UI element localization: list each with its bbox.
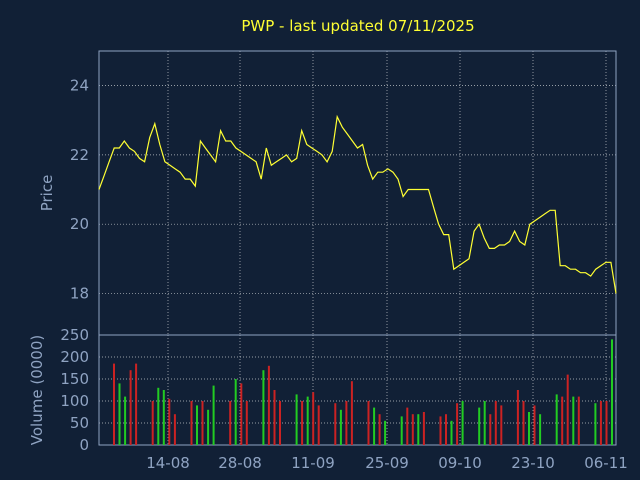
x-tick-09-10: 09-10 <box>438 454 482 472</box>
volume-bar-36 <box>312 392 314 445</box>
volume-bar-74 <box>523 401 525 445</box>
volume-bar-30 <box>279 401 281 445</box>
volume-bar-54 <box>412 414 414 445</box>
volume-bar-18 <box>213 386 215 445</box>
x-tick-23-10: 23-10 <box>511 454 555 472</box>
volume-bar-15 <box>196 405 198 445</box>
price-axis-label: Price <box>38 175 56 212</box>
volume-bar-56 <box>423 412 425 445</box>
volume-bar-88 <box>600 401 602 445</box>
volume-bar-9 <box>163 390 165 445</box>
volume-bar-29 <box>274 390 276 445</box>
volume-bar-53 <box>406 408 408 445</box>
x-tick-11-09: 11-09 <box>291 454 335 472</box>
volume-bar-62 <box>456 403 458 445</box>
volume-gridlines <box>99 335 616 445</box>
volume-y-tick-50: 50 <box>70 414 89 432</box>
volume-bar-37 <box>318 405 320 445</box>
volume-plot-frame <box>99 335 616 445</box>
volume-bar-3 <box>130 370 132 445</box>
volume-bar-82 <box>567 375 569 445</box>
volume-bar-63 <box>462 401 464 445</box>
volume-bar-24 <box>246 401 248 445</box>
volume-y-tick-250: 250 <box>60 326 89 344</box>
volume-bar-87 <box>594 403 596 445</box>
volume-y-tick-200: 200 <box>60 348 89 366</box>
volume-bar-23 <box>240 383 242 445</box>
volume-y-tick-labels: 0 50 100 150 200 250 <box>60 326 89 454</box>
volume-bar-75 <box>528 412 530 445</box>
volume-bar-83 <box>572 397 574 445</box>
volume-bar-4 <box>135 364 137 445</box>
x-tick-28-08: 28-08 <box>218 454 262 472</box>
price-y-tick-labels: 18 20 22 24 <box>70 77 89 303</box>
volume-bar-66 <box>478 408 480 445</box>
volume-bar-55 <box>417 414 419 445</box>
volume-bar-33 <box>296 394 298 445</box>
price-series-line <box>99 117 616 294</box>
volume-bar-42 <box>345 401 347 445</box>
volume-bar-73 <box>517 390 519 445</box>
volume-y-tick-100: 100 <box>60 392 89 410</box>
volume-axis-label: Volume (0000) <box>28 335 46 445</box>
x-tick-25-09: 25-09 <box>365 454 409 472</box>
volume-bar-46 <box>368 401 370 445</box>
volume-bar-60 <box>445 414 447 445</box>
volume-bar-11 <box>174 414 176 445</box>
volume-bar-76 <box>534 405 536 445</box>
volume-bar-40 <box>334 403 336 445</box>
volume-bar-41 <box>340 410 342 445</box>
x-tick-14-08: 14-08 <box>146 454 190 472</box>
chart-title: PWP - last updated 07/11/2025 <box>241 17 474 35</box>
volume-bar-14 <box>191 401 193 445</box>
volume-y-tick-0: 0 <box>79 436 89 454</box>
volume-bar-0 <box>113 364 115 445</box>
x-tick-labels: 14-08 28-08 11-09 25-09 09-10 23-10 06-11 <box>146 454 628 472</box>
volume-y-tick-150: 150 <box>60 370 89 388</box>
volume-bar-7 <box>152 401 154 445</box>
volume-bar-28 <box>268 366 270 445</box>
price-y-tick-24: 24 <box>70 77 89 95</box>
volume-bar-68 <box>489 414 491 445</box>
volume-bar-2 <box>124 397 126 445</box>
volume-bar-52 <box>401 416 403 445</box>
price-y-tick-20: 20 <box>70 215 89 233</box>
price-plot-frame <box>99 51 616 335</box>
volume-bar-49 <box>384 421 386 445</box>
volume-bar-69 <box>495 401 497 445</box>
volume-bar-10 <box>168 399 170 445</box>
volume-bar-16 <box>202 401 204 445</box>
volume-bar-8 <box>157 388 159 445</box>
volume-bar-59 <box>440 416 442 445</box>
volume-bar-35 <box>307 397 309 445</box>
volume-bar-81 <box>561 397 563 445</box>
price-y-tick-18: 18 <box>70 284 89 302</box>
volume-bar-70 <box>500 405 502 445</box>
volume-bar-27 <box>262 370 264 445</box>
price-y-tick-22: 22 <box>70 146 89 164</box>
x-tick-06-11: 06-11 <box>584 454 628 472</box>
volume-bar-67 <box>484 401 486 445</box>
volume-bar-17 <box>207 410 209 445</box>
volume-bar-34 <box>301 401 303 445</box>
volume-bar-90 <box>611 339 613 445</box>
volume-bar-1 <box>119 383 121 445</box>
volume-bar-77 <box>539 414 541 445</box>
price-gridlines <box>99 51 616 335</box>
volume-bar-21 <box>229 401 231 445</box>
volume-bar-61 <box>451 421 453 445</box>
volume-bar-84 <box>578 397 580 445</box>
volume-bar-22 <box>235 379 237 445</box>
volume-bar-89 <box>606 401 608 445</box>
volume-bar-47 <box>373 408 375 445</box>
volume-bar-43 <box>351 381 353 445</box>
volume-bar-80 <box>556 394 558 445</box>
volume-bar-48 <box>379 414 381 445</box>
volume-bars <box>113 339 613 445</box>
